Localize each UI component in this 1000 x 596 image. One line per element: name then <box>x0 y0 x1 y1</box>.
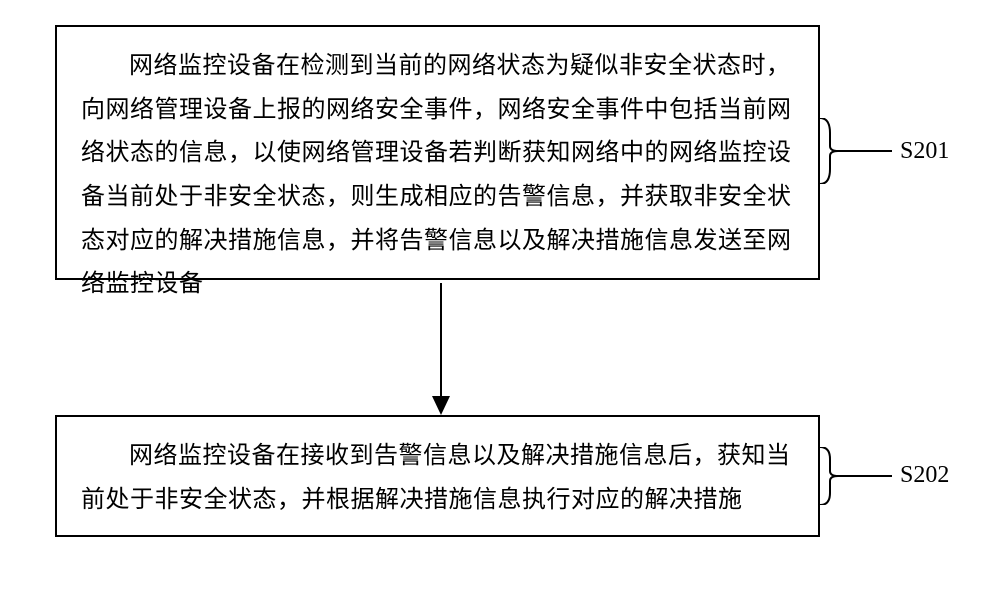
flow-arrow <box>434 283 448 415</box>
arrow-line <box>440 283 442 401</box>
flow-step-box-1: 网络监控设备在检测到当前的网络状态为疑似非安全状态时，向网络管理设备上报的网络安… <box>55 25 820 280</box>
connector-bracket-2 <box>820 447 900 505</box>
flow-step-text-2: 网络监控设备在接收到告警信息以及解决措施信息后，获知当前处于非安全状态，并根据解… <box>81 435 794 522</box>
flow-step-box-2: 网络监控设备在接收到告警信息以及解决措施信息后，获知当前处于非安全状态，并根据解… <box>55 415 820 537</box>
flow-step-text-1: 网络监控设备在检测到当前的网络状态为疑似非安全状态时，向网络管理设备上报的网络安… <box>81 45 794 307</box>
step-label-s201: S201 <box>900 138 949 165</box>
step-label-s202: S202 <box>900 462 949 489</box>
arrow-head-icon <box>432 396 450 415</box>
flowchart-container: 网络监控设备在检测到当前的网络状态为疑似非安全状态时，向网络管理设备上报的网络安… <box>0 0 1000 596</box>
connector-bracket-1 <box>820 118 900 184</box>
